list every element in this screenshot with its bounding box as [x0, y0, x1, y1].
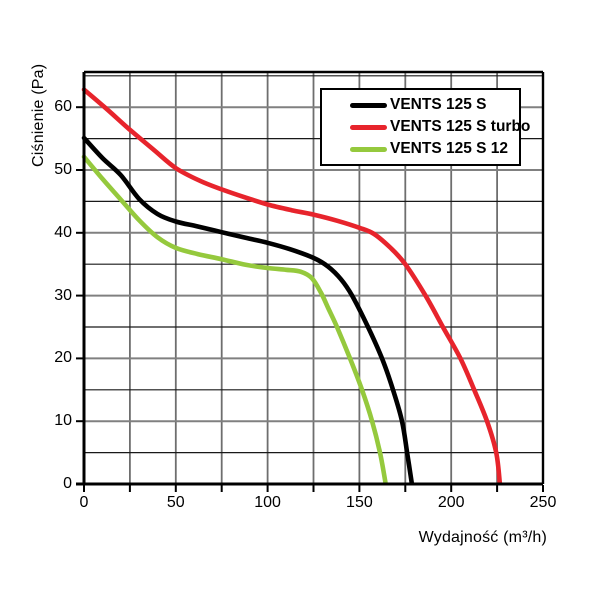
legend-entry: VENTS 125 S turbo [350, 118, 530, 136]
x-axis-title: Wydajność (m³/h) [418, 529, 547, 546]
y-axis-title: Ciśnienie (Pa) [30, 63, 47, 167]
x-tick-label: 100 [254, 494, 281, 511]
y-tick-label: 0 [63, 475, 72, 492]
x-tick-label: 250 [529, 494, 557, 511]
legend-label: VENTS 125 S 12 [390, 140, 509, 157]
y-tick-label: 60 [54, 98, 72, 116]
y-tick-label: 50 [54, 161, 72, 178]
legend-swatch-green-line [350, 146, 387, 152]
legend: VENTS 125 S VENTS 125 S turbo VENTS 125 … [320, 88, 530, 166]
y-tick-label: 20 [54, 349, 72, 367]
legend-label: VENTS 125 S [390, 96, 487, 113]
x-tick-label: 150 [346, 494, 373, 511]
legend-swatch-red-line [350, 124, 387, 130]
legend-entry: VENTS 125 S 12 [350, 140, 519, 158]
x-tick-label: 0 [79, 494, 89, 511]
y-tick-label: 10 [54, 412, 72, 430]
legend-entry: VENTS 125 S [350, 96, 519, 114]
y-tick-label: 40 [54, 223, 72, 241]
legend-label: VENTS 125 S turbo [390, 118, 531, 135]
x-tick-label: 50 [166, 494, 185, 511]
legend-swatch-black-line [350, 102, 387, 108]
y-tick-label: 30 [54, 286, 72, 304]
x-tick-label: 200 [437, 494, 465, 511]
